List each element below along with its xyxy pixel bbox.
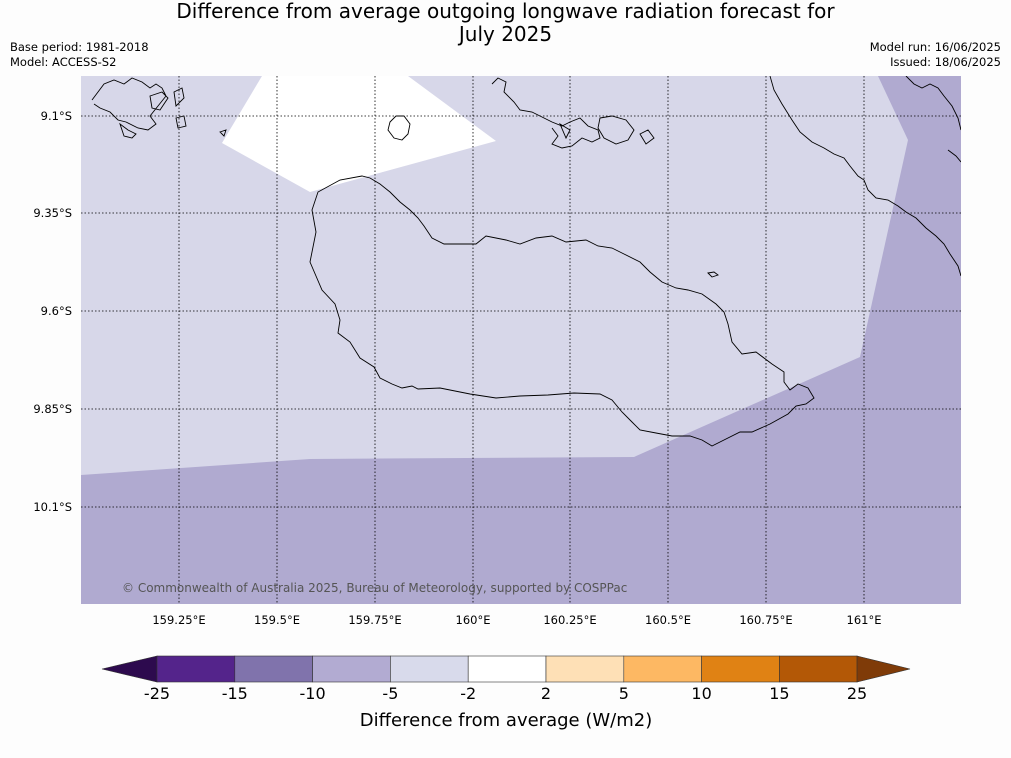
colorbar-tick-label: -2	[460, 684, 476, 703]
lat-labels: 9.1°S 9.35°S 9.6°S 9.85°S 10.1°S	[33, 109, 72, 514]
small-islet-east	[707, 271, 719, 278]
colorbar-min-extension	[101, 655, 158, 683]
meta-left: Base period: 1981-2018 Model: ACCESS-S2	[10, 40, 149, 70]
colorbar-tick-label: 2	[541, 684, 551, 703]
title-line-1: Difference from average outgoing longwav…	[176, 0, 835, 23]
colorbar-tick-label: -25	[144, 684, 170, 703]
lon-labels: 159.25°E 159.5°E 159.75°E 160°E 160.25°E…	[152, 613, 881, 627]
copyright-notice: © Commonwealth of Australia 2025, Bureau…	[122, 581, 627, 595]
lat-label: 9.85°S	[33, 402, 72, 416]
lon-label: 160.25°E	[543, 613, 596, 627]
colorbar-segment	[701, 655, 780, 683]
colorbar-segment	[156, 655, 236, 683]
colorbar-segment	[623, 655, 702, 683]
colorbar-tick-label: -15	[222, 684, 248, 703]
colorbar-tick-label: 10	[691, 684, 711, 703]
colorbar-max-extension	[856, 655, 911, 683]
lat-label: 9.1°S	[41, 109, 72, 123]
colorbar-segment	[234, 655, 313, 683]
lon-label: 160.5°E	[645, 613, 691, 627]
map-panel[interactable]: © Commonwealth of Australia 2025, Bureau…	[81, 76, 961, 604]
colorbar-segment	[312, 655, 391, 683]
guadalcanal-coast	[309, 175, 815, 447]
model-name: Model: ACCESS-S2	[10, 55, 117, 69]
lon-label: 159.25°E	[152, 613, 205, 627]
colorbar-tick-label: 5	[619, 684, 629, 703]
islet	[387, 115, 411, 141]
colorbar-segment	[390, 655, 469, 683]
coastlines	[91, 76, 961, 447]
colorbar-tick-label: -5	[382, 684, 398, 703]
malaita-coast	[769, 76, 961, 277]
colorbar-tick-label: -10	[300, 684, 326, 703]
colorbar-tick-label: 15	[769, 684, 789, 703]
lon-label: 160°E	[456, 613, 491, 627]
colorbar-title: Difference from average (W/m2)	[360, 710, 652, 731]
lat-label: 10.1°S	[33, 500, 72, 514]
colorbar-ticks: -25 -15 -10 -5 -2 2 5 10 15 25	[144, 684, 867, 703]
lon-label: 161°E	[847, 613, 882, 627]
colorbar-tick-label: 25	[847, 684, 867, 703]
meta-right: Model run: 16/06/2025 Issued: 18/06/2025	[870, 40, 1001, 70]
lat-label: 9.6°S	[41, 304, 72, 318]
lon-label: 159.5°E	[254, 613, 300, 627]
northwest-islands	[91, 77, 227, 139]
gridlines	[81, 76, 961, 604]
anomaly-region-mid	[81, 76, 961, 604]
lon-label: 159.75°E	[348, 613, 401, 627]
base-period: Base period: 1981-2018	[10, 40, 149, 54]
colorbar-segment	[779, 655, 858, 683]
model-run: Model run: 16/06/2025	[869, 40, 1001, 54]
title-line-2: July 2025	[458, 22, 553, 46]
chart-title: Difference from average outgoing longwav…	[150, 0, 861, 46]
lon-label: 160.75°E	[739, 613, 792, 627]
colorbar-segment	[545, 655, 625, 683]
issued-date: Issued: 18/06/2025	[890, 55, 1001, 69]
colorbar-segment	[467, 655, 547, 683]
anomaly-region-white	[222, 76, 496, 192]
florida-islands	[491, 77, 655, 149]
colorbar: -25 -15 -10 -5 -2 2 5 10 15 25 Differenc…	[101, 655, 911, 731]
lat-label: 9.35°S	[33, 206, 72, 220]
